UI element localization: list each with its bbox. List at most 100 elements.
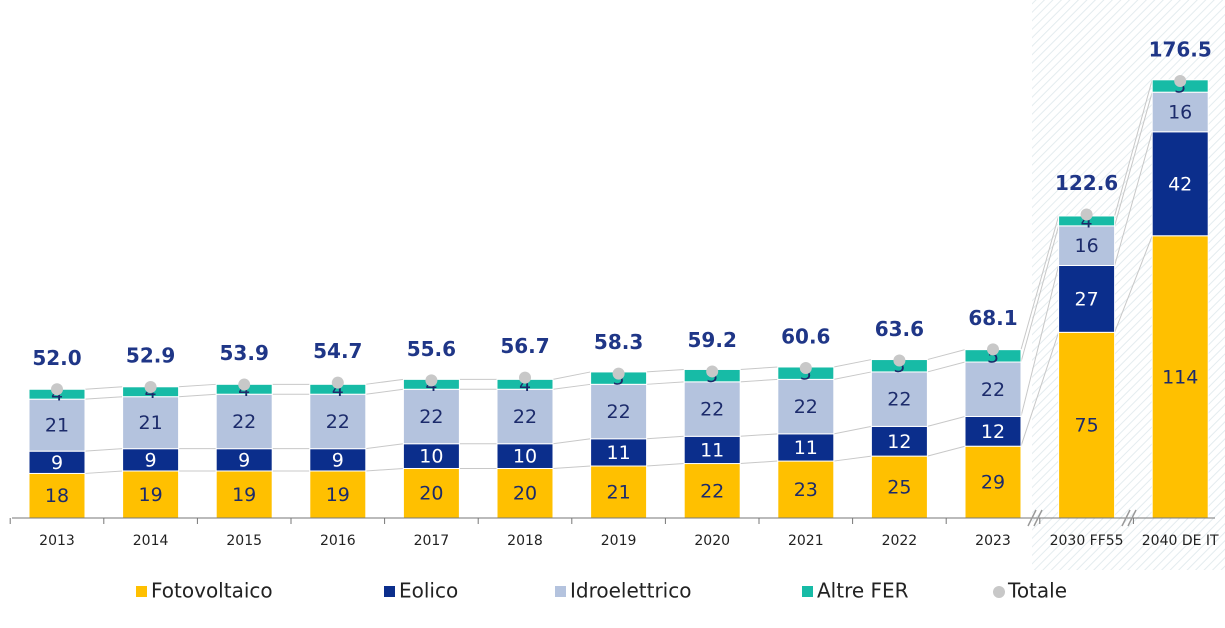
segment-label: 11 — [700, 439, 724, 461]
legend-label: Idroelettrico — [570, 579, 691, 603]
segment-label: 21 — [607, 482, 631, 504]
connector-line — [365, 467, 404, 472]
total-dot — [1080, 208, 1093, 221]
segment-label: 20 — [513, 483, 537, 505]
connector-line — [646, 435, 685, 440]
connector-line — [552, 383, 591, 390]
total-dot — [893, 354, 906, 367]
connector-line — [1020, 265, 1060, 417]
segment-label: 22 — [794, 396, 818, 418]
segment-label: 22 — [700, 480, 724, 502]
total-label: 59.2 — [688, 328, 737, 352]
legend-label: Altre FER — [817, 579, 909, 603]
total-dot — [519, 371, 531, 384]
segment-label: 11 — [794, 437, 818, 459]
connectors — [84, 79, 1153, 474]
bar-segment — [590, 383, 648, 440]
bar-segment — [402, 443, 460, 469]
total-dot — [987, 343, 999, 356]
connector-line — [646, 463, 685, 467]
total-label: 60.6 — [781, 324, 830, 348]
connector-line — [833, 425, 872, 435]
segment-label: 19 — [326, 484, 350, 506]
legend-label: Fotovoltaico — [151, 579, 273, 603]
bar-segment — [870, 425, 928, 457]
total-label: 52.0 — [32, 346, 81, 370]
segment-label: 9 — [238, 449, 250, 471]
connector-line — [1020, 332, 1060, 447]
total-dot — [331, 376, 344, 389]
x-tick-label: 2014 — [133, 533, 169, 549]
segment-label: 114 — [1162, 366, 1198, 388]
x-tick-label: 2022 — [882, 533, 918, 549]
x-tick-label: 2020 — [694, 533, 730, 549]
segment-label: 9 — [51, 452, 63, 474]
total-label: 52.9 — [126, 344, 175, 368]
x-tick-label: 2030 FF55 — [1050, 533, 1124, 549]
segment-label: 10 — [419, 446, 443, 468]
connector-line — [365, 388, 404, 395]
segment-label: 22 — [607, 401, 631, 423]
connector-line — [84, 396, 123, 400]
segment-label: 42 — [1168, 173, 1192, 195]
total-dot — [1174, 75, 1187, 88]
connector-line — [740, 460, 778, 465]
connector-line — [646, 381, 685, 385]
plot: 2013 2014 2015 2016 2017 2018 2019 2020 2021 2022… — [9, 38, 1219, 549]
segment-label: 12 — [981, 421, 1005, 443]
segment-label: 22 — [513, 406, 537, 428]
legend-label: Totale — [1007, 579, 1067, 603]
segment-label: 21 — [45, 415, 69, 437]
segment-label: 22 — [419, 406, 443, 428]
connector-line — [740, 378, 778, 383]
connector-line — [1114, 92, 1153, 227]
x-tick-label: 2019 — [601, 533, 637, 549]
connector-line — [833, 455, 872, 462]
bar-segment — [215, 470, 273, 519]
bar-segment — [1058, 331, 1116, 519]
segment-label: 29 — [981, 472, 1005, 494]
legend-swatch — [136, 586, 147, 597]
legend: Fotovoltaico Eolico Idroelettrico Altre FER… — [136, 579, 1067, 603]
bar-segment — [590, 465, 648, 519]
legend-swatch — [555, 586, 566, 597]
bar-segment — [1058, 225, 1116, 266]
connector-line — [833, 359, 872, 368]
segment-label: 9 — [145, 449, 157, 471]
bar-segment — [122, 396, 180, 450]
segment-label: 16 — [1168, 101, 1192, 123]
total-dot — [144, 381, 157, 394]
bar-segment — [964, 361, 1022, 417]
segment-label: 25 — [887, 477, 911, 499]
x-tick-label: 2040 DE IT — [1142, 533, 1219, 549]
segment-label: 19 — [139, 484, 163, 506]
x-tick-label: 2015 — [226, 533, 262, 549]
connector-line — [927, 445, 966, 457]
connector-line — [552, 438, 591, 445]
x-tick-label: 2013 — [39, 533, 75, 549]
connector-line — [833, 371, 872, 380]
total-label: 54.7 — [313, 339, 362, 363]
segment-label: 16 — [1075, 235, 1099, 257]
connector-line — [1114, 131, 1153, 266]
bar-segment — [402, 467, 460, 519]
total-label: 68.1 — [968, 306, 1017, 330]
connector-line — [365, 378, 404, 385]
bar-segment — [309, 470, 367, 519]
total-dot — [51, 383, 63, 396]
total-dot — [706, 365, 719, 378]
bar-segment — [1151, 131, 1209, 237]
connector-line — [646, 368, 685, 373]
bar-segment — [964, 415, 1022, 447]
connector-line — [1020, 225, 1060, 363]
segment-label: 22 — [700, 399, 724, 421]
segment-label: 75 — [1075, 415, 1099, 437]
bar-segment — [777, 460, 835, 519]
connector-line — [552, 371, 591, 380]
total-dot — [799, 361, 812, 374]
connector-line — [178, 383, 217, 388]
connector-line — [552, 465, 591, 469]
bar-segment — [683, 463, 741, 519]
legend-swatch — [993, 586, 1005, 598]
